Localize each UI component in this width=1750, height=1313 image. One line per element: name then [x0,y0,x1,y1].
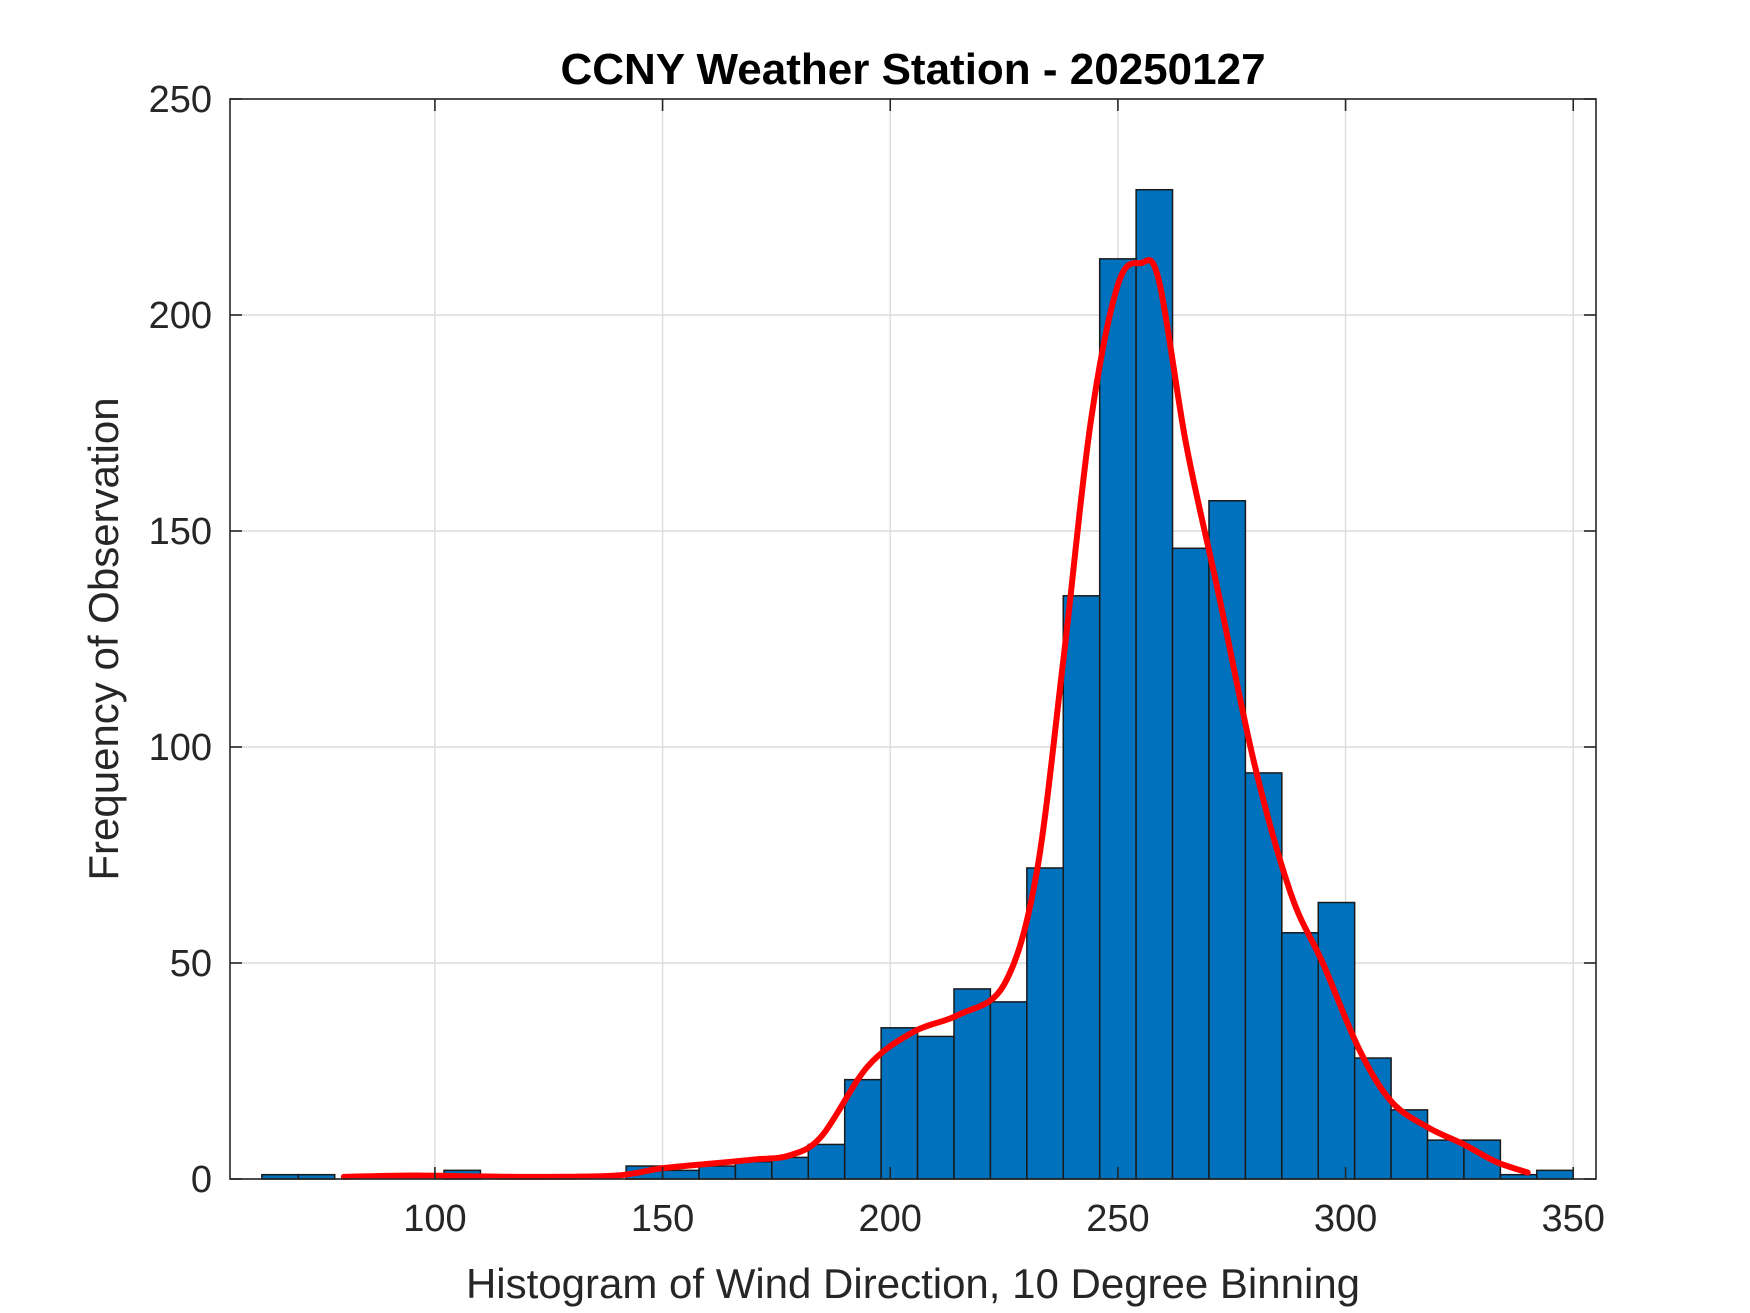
histogram-bar [1062,595,1101,1180]
tick-marks [230,98,1596,1180]
histogram-bar [1135,188,1174,1180]
histogram-bar [807,1143,846,1180]
histogram-bar [1026,867,1065,1180]
density-curve [340,257,1531,1180]
histogram-bar [989,1001,1028,1180]
y-tick-label: 50 [170,943,212,985]
y-tick-label: 100 [149,727,212,769]
histogram-bars [261,188,1574,1180]
y-tick-labels: 0 50 100 150 200 250 [149,79,212,1201]
histogram-bar [698,1165,737,1180]
histogram-bar [1171,547,1210,1180]
x-axis-label: Histogram of Wind Direction, 10 Degree B… [466,1260,1360,1307]
histogram-bar [880,1027,919,1180]
x-tick-label: 350 [1542,1198,1605,1240]
histogram-bar [916,1035,955,1180]
x-tick-label: 100 [403,1198,466,1240]
histogram-bar [661,1169,700,1180]
chart-title: CCNY Weather Station - 20250127 [560,45,1265,94]
plot-area [230,99,1596,1179]
y-tick-label: 0 [191,1159,212,1201]
histogram-bar [1244,772,1283,1180]
histogram-bar [734,1160,773,1180]
y-tick-label: 250 [149,79,212,121]
y-axis-label: Frequency of Observation [80,397,127,880]
x-tick-label: 300 [1314,1198,1377,1240]
histogram-bar [1426,1139,1465,1180]
density-curve-layer [340,257,1531,1180]
x-tick-label: 150 [631,1198,694,1240]
histogram-bar [1390,1109,1429,1180]
x-tick-label: 250 [1086,1198,1149,1240]
y-tick-label: 200 [149,295,212,337]
histogram-bar [1536,1169,1574,1180]
x-tick-labels: 100 150 200 250 300 350 [403,1198,1605,1240]
plot-frame [229,98,1597,1180]
histogram-bar [1317,901,1356,1180]
x-tick-label: 200 [859,1198,922,1240]
histogram-bar [1281,932,1319,1180]
histogram-bar [1098,258,1137,1180]
histogram-bar [1208,500,1247,1180]
y-tick-label: 150 [149,511,212,553]
